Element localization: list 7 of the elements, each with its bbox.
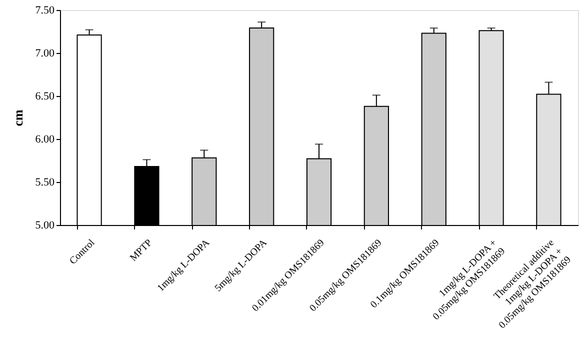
y-tick-label: 5.50 <box>35 176 55 188</box>
y-axis-title: cm <box>10 110 26 126</box>
y-tick-label: 6.00 <box>35 134 55 146</box>
y-tick-label: 7.00 <box>35 48 55 60</box>
y-tick-label: 5.00 <box>35 220 55 232</box>
y-tick-label: 7.50 <box>35 4 55 16</box>
y-tick-label: 6.50 <box>35 90 55 102</box>
